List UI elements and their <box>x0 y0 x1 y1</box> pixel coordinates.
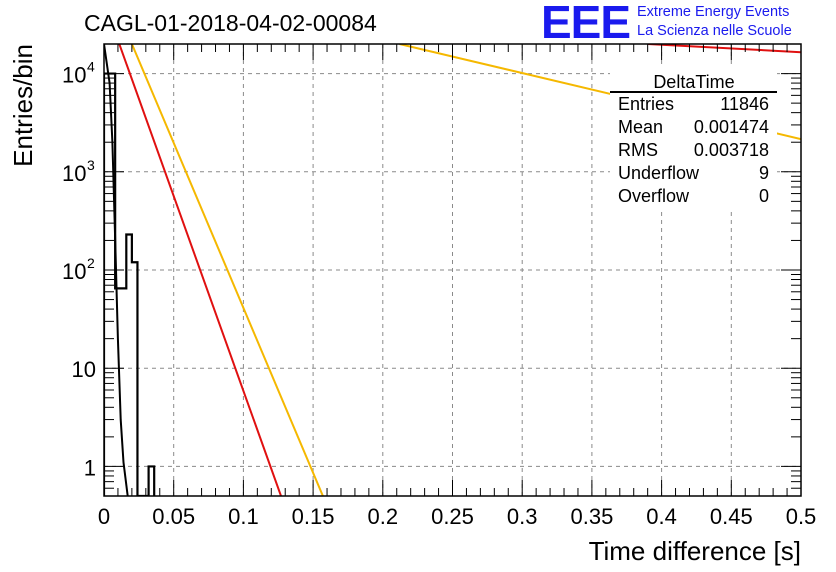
x-tick-label: 0.3 <box>507 504 538 529</box>
y-tick-label: 10 <box>72 357 96 382</box>
x-tick-label: 0.4 <box>646 504 677 529</box>
x-tick-label: 0 <box>98 504 110 529</box>
y-tick-label-exponent: 3 <box>87 157 95 173</box>
stats-underflow-value: 9 <box>759 163 769 183</box>
eee-logo-mark: EEE <box>541 0 631 48</box>
stats-rms-value: 0.003718 <box>694 140 769 160</box>
chart-title: CAGL-01-2018-04-02-00084 <box>84 10 377 36</box>
x-tick-label: 0.1 <box>228 504 259 529</box>
eee-logo: EEE Extreme Energy Events La Scienza nel… <box>541 0 836 48</box>
stats-mean-label: Mean <box>618 117 663 137</box>
x-tick-label: 0.5 <box>786 504 817 529</box>
x-tick-label: 0.05 <box>152 504 195 529</box>
y-tick-label: 1 <box>84 455 96 480</box>
stats-overflow-value: 0 <box>759 186 769 206</box>
fit-curve-orange <box>130 44 324 496</box>
stats-entries-value: 11846 <box>720 94 769 114</box>
stats-rms-label: RMS <box>618 140 658 160</box>
stats-mean-value: 0.001474 <box>694 117 769 137</box>
stats-entries-label: Entries <box>618 94 674 114</box>
x-tick-label: 0.15 <box>292 504 335 529</box>
fit-curve-black <box>104 44 129 496</box>
stats-overflow-label: Overflow <box>618 186 690 206</box>
stats-title: DeltaTime <box>653 72 734 92</box>
eee-logo-line-2: La Scienza nelle Scuole <box>637 23 792 39</box>
y-tick-label: 10 <box>62 161 86 186</box>
fit-curve-red <box>118 44 282 496</box>
fit-curve-red-slow <box>647 44 801 54</box>
y-tick-label: 10 <box>62 63 86 88</box>
x-tick-label: 0.45 <box>710 504 753 529</box>
x-tick-label: 0.35 <box>570 504 613 529</box>
y-axis-label: Entries/bin <box>8 44 38 167</box>
y-tick-label-exponent: 2 <box>87 255 95 271</box>
x-axis-label: Time difference [s] <box>589 536 801 566</box>
stats-underflow-label: Underflow <box>618 163 700 183</box>
plot-area: 0 0.05 0.1 0.15 0.2 0.25 0.3 0.35 0.4 0.45 0.5 1 10 1… <box>62 43 817 529</box>
eee-logo-line-1: Extreme Energy Events <box>637 4 790 20</box>
y-tick-label: 10 <box>62 259 86 284</box>
x-tick-label: 0.2 <box>368 504 399 529</box>
x-tick-label: 0.25 <box>431 504 474 529</box>
y-tick-label-exponent: 4 <box>87 59 95 75</box>
